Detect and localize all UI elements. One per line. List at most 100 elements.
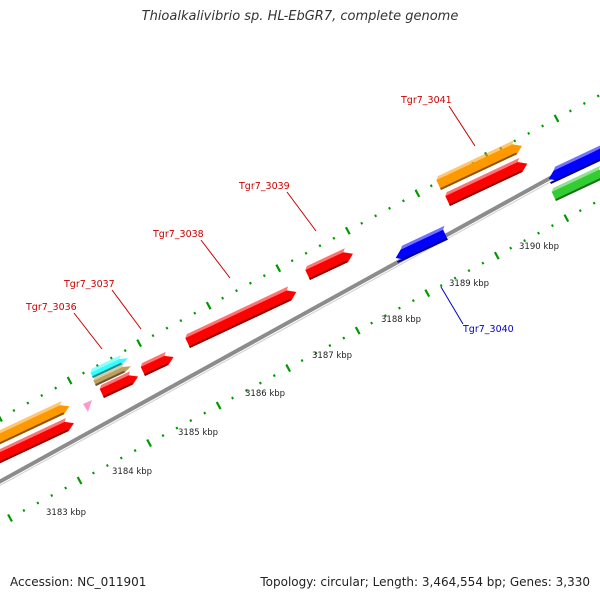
scale-label: 3188 kbp — [381, 315, 421, 325]
outer-tick — [582, 101, 586, 105]
outer-tick — [429, 184, 433, 188]
outer-tick — [541, 124, 545, 128]
scale-label: 3185 kbp — [178, 428, 218, 438]
gene-arrow-edge — [189, 298, 292, 348]
map-title: Thioalkalivibrio sp. HL-EbGR7, complete … — [141, 9, 459, 24]
gene-arrow-reverse — [548, 145, 600, 184]
gene-arrow-edge — [449, 170, 523, 206]
gene-arrow-edge — [103, 382, 133, 398]
inner-tick — [146, 438, 152, 448]
tick-layer — [0, 94, 600, 523]
gene-arrow — [445, 158, 528, 206]
gene-label: Tgr7_3038 — [152, 229, 204, 240]
scale-label: 3186 kbp — [245, 389, 285, 399]
feature-arrow — [551, 165, 600, 201]
gene-arrow — [305, 248, 353, 280]
feature-arrow-body — [436, 144, 522, 190]
inner-tick — [397, 306, 401, 310]
inner-tick — [175, 426, 179, 430]
feature-arrow — [93, 363, 131, 386]
outer-tick — [304, 251, 308, 255]
outer-tick — [318, 244, 322, 248]
scale-label: 3189 kbp — [449, 279, 489, 289]
outer-tick — [568, 109, 572, 113]
inner-tick — [231, 396, 234, 400]
gene-label: Tgr7_3037 — [63, 279, 115, 290]
outer-tick — [0, 415, 3, 423]
outer-tick — [374, 214, 378, 218]
inner-tick — [285, 364, 292, 373]
gene-arrow-top — [99, 371, 131, 389]
scale-label: 3187 kbp — [312, 351, 352, 361]
outer-tick — [290, 259, 294, 263]
backbone-line — [0, 148, 600, 484]
inner-tick — [563, 214, 570, 223]
feature-arrow — [0, 401, 70, 445]
gene-label-leader — [111, 289, 142, 330]
outer-tick — [414, 189, 421, 198]
outer-tick — [205, 301, 212, 310]
outer-tick — [193, 311, 197, 315]
outer-tick — [235, 289, 238, 293]
inner-tick — [272, 374, 276, 378]
outer-tick — [332, 236, 336, 240]
gene-label-leader — [73, 312, 103, 350]
inner-tick — [523, 239, 527, 243]
gene-arrow-body — [305, 252, 353, 280]
gene-arrow-reverse-top — [553, 145, 600, 171]
inner-tick — [300, 359, 304, 363]
inner-tick — [509, 246, 513, 250]
gene-arrow-top — [185, 286, 289, 338]
gene-arrow — [0, 418, 74, 464]
gene-arrow-reverse-body — [395, 229, 448, 260]
inner-tick — [493, 251, 500, 260]
inner-tick — [50, 493, 54, 498]
inner-tick — [133, 449, 137, 453]
outer-tick — [344, 226, 351, 235]
inner-tick — [189, 419, 193, 423]
inner-tick — [439, 284, 443, 288]
outer-tick — [54, 386, 58, 390]
outer-tick — [82, 371, 85, 375]
gene-arrow-reverse-body — [548, 148, 600, 181]
outer-tick — [402, 199, 405, 203]
gene-arrow-top — [445, 158, 520, 196]
inner-tick — [7, 513, 13, 523]
feature-arrow-edge — [555, 178, 600, 201]
gene-label-leader — [200, 239, 231, 279]
feature-arrow-top — [0, 401, 62, 434]
outer-tick — [12, 408, 16, 413]
inner-tick — [92, 471, 95, 475]
feature-arrow-edge — [92, 362, 122, 378]
outer-tick — [221, 296, 225, 300]
inner-tick — [467, 269, 471, 273]
inner-tick — [411, 299, 415, 303]
feature-arrow — [90, 355, 128, 378]
feature-arrow-top — [93, 363, 124, 381]
inner-tick — [119, 456, 123, 460]
gene-arrow-top — [305, 248, 345, 270]
gene-arrow — [185, 286, 297, 348]
gene-label: Tgr7_3041 — [400, 95, 452, 106]
inner-tick — [258, 381, 262, 385]
inner-tick — [354, 326, 361, 335]
outer-tick — [596, 94, 600, 98]
label-layer: 3183 kbp 3184 kbp 3185 kbp 3186 kbp 3187 kbp… — [25, 95, 559, 518]
outer-tick — [513, 139, 517, 143]
outer-tick — [151, 334, 155, 338]
outer-tick — [136, 339, 142, 348]
gene-arrow — [140, 351, 174, 376]
scale-label: 3184 kbp — [112, 467, 152, 477]
outer-tick — [553, 114, 560, 123]
inner-tick — [215, 401, 222, 410]
inner-tick — [424, 289, 431, 298]
inner-tick — [22, 508, 26, 513]
gene-arrow-edge — [144, 363, 169, 376]
feature-arrow-top — [90, 355, 121, 373]
feature-layer — [0, 140, 600, 464]
gene-arrow-reverse-top — [400, 225, 445, 250]
inner-tick — [592, 201, 596, 205]
outer-tick — [165, 326, 169, 330]
gene-arrow-edge — [309, 260, 348, 280]
gene-arrow-body — [99, 375, 139, 398]
